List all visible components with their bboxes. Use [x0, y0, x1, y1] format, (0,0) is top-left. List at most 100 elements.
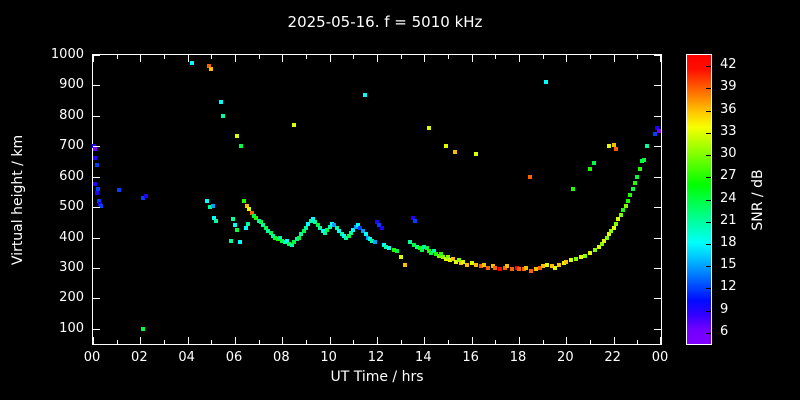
tick-mark	[654, 55, 661, 56]
data-point	[273, 235, 278, 240]
data-point	[571, 186, 576, 191]
data-point	[517, 266, 521, 271]
tick-mark	[590, 340, 591, 344]
data-point	[315, 223, 320, 228]
colorbar-tick-label: 39	[720, 79, 737, 95]
data-point	[306, 221, 311, 226]
data-point	[502, 265, 507, 270]
data-point	[304, 226, 308, 231]
data-point	[218, 100, 223, 105]
data-point	[93, 182, 98, 187]
colorbar-tick	[706, 221, 711, 223]
colorbar-tick	[706, 243, 711, 245]
data-point	[493, 265, 498, 270]
data-point	[370, 238, 375, 243]
colorbar-tick-label: 12	[720, 279, 737, 295]
data-point	[527, 174, 532, 179]
y-tick-label: 800	[59, 107, 84, 123]
data-point	[308, 218, 313, 223]
data-point	[346, 234, 351, 238]
tick-mark	[93, 328, 100, 330]
data-point	[348, 230, 353, 235]
tick-mark	[660, 55, 661, 62]
data-point	[464, 262, 469, 267]
data-point	[210, 203, 215, 208]
data-point	[424, 246, 429, 251]
colorbar-tick	[706, 177, 711, 179]
data-point	[640, 159, 645, 164]
data-point	[461, 259, 466, 264]
data-point	[459, 261, 464, 266]
data-point	[456, 258, 461, 263]
data-point	[588, 250, 592, 255]
data-point	[249, 211, 254, 216]
data-point	[398, 255, 403, 260]
data-point	[564, 259, 569, 264]
data-point	[604, 235, 609, 240]
data-point	[602, 238, 607, 243]
data-point	[621, 208, 626, 213]
colorbar-tick	[706, 332, 711, 334]
plot-area	[92, 54, 662, 345]
data-point	[655, 126, 660, 130]
data-point	[242, 199, 247, 204]
y-tick-label: 500	[59, 199, 84, 215]
tick-mark	[590, 55, 591, 59]
data-point	[474, 262, 479, 267]
data-point	[365, 235, 370, 240]
tick-mark	[654, 176, 661, 178]
data-point	[545, 262, 550, 267]
tick-mark	[93, 337, 94, 344]
data-point	[251, 214, 256, 219]
tick-mark	[471, 337, 473, 344]
tick-mark	[637, 340, 639, 344]
tick-mark	[306, 340, 307, 344]
x-axis-label: UT Time / hrs	[330, 369, 424, 385]
data-point	[481, 262, 486, 267]
colorbar-tick	[706, 310, 711, 312]
data-point	[282, 240, 287, 245]
x-tick-label: 10	[320, 350, 337, 365]
data-point	[540, 264, 545, 269]
axis-ticks	[93, 55, 661, 344]
data-point	[292, 240, 297, 245]
y-tick-label: 400	[59, 229, 84, 245]
data-point	[614, 221, 619, 226]
tick-mark	[377, 55, 378, 62]
data-point	[117, 188, 122, 193]
data-point	[377, 223, 382, 228]
tick-mark	[329, 337, 331, 344]
data-point	[325, 227, 330, 232]
tick-mark	[448, 340, 449, 344]
tick-mark	[187, 55, 189, 62]
data-point	[327, 224, 332, 229]
data-point	[311, 217, 316, 222]
tick-mark	[495, 340, 497, 344]
data-point	[379, 226, 384, 231]
data-point	[469, 261, 474, 266]
data-point	[230, 217, 235, 222]
data-point	[561, 261, 566, 266]
tick-mark	[654, 85, 661, 87]
data-point	[238, 144, 243, 149]
y-tick-label: 700	[59, 138, 84, 154]
tick-mark	[448, 55, 449, 59]
tick-mark	[654, 207, 661, 209]
tick-mark	[654, 267, 661, 269]
colorbar-tick-label: 15	[720, 257, 737, 273]
data-point	[583, 253, 588, 258]
colorbar-tick-label: 42	[720, 57, 737, 73]
data-point	[412, 218, 417, 223]
x-tick-label: 06	[225, 350, 243, 365]
x-tick-label: 20	[557, 350, 574, 365]
data-point	[453, 150, 458, 155]
data-point	[427, 126, 432, 130]
data-point	[557, 262, 562, 267]
colorbar	[686, 54, 712, 345]
colorbar-tick	[706, 266, 711, 268]
tick-mark	[282, 55, 284, 62]
data-point	[642, 157, 647, 162]
data-point	[99, 203, 104, 208]
data-point	[95, 186, 100, 191]
data-point	[391, 247, 396, 252]
